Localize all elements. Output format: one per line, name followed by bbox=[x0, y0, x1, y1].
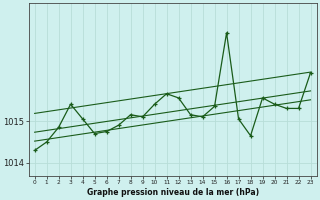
X-axis label: Graphe pression niveau de la mer (hPa): Graphe pression niveau de la mer (hPa) bbox=[86, 188, 259, 197]
